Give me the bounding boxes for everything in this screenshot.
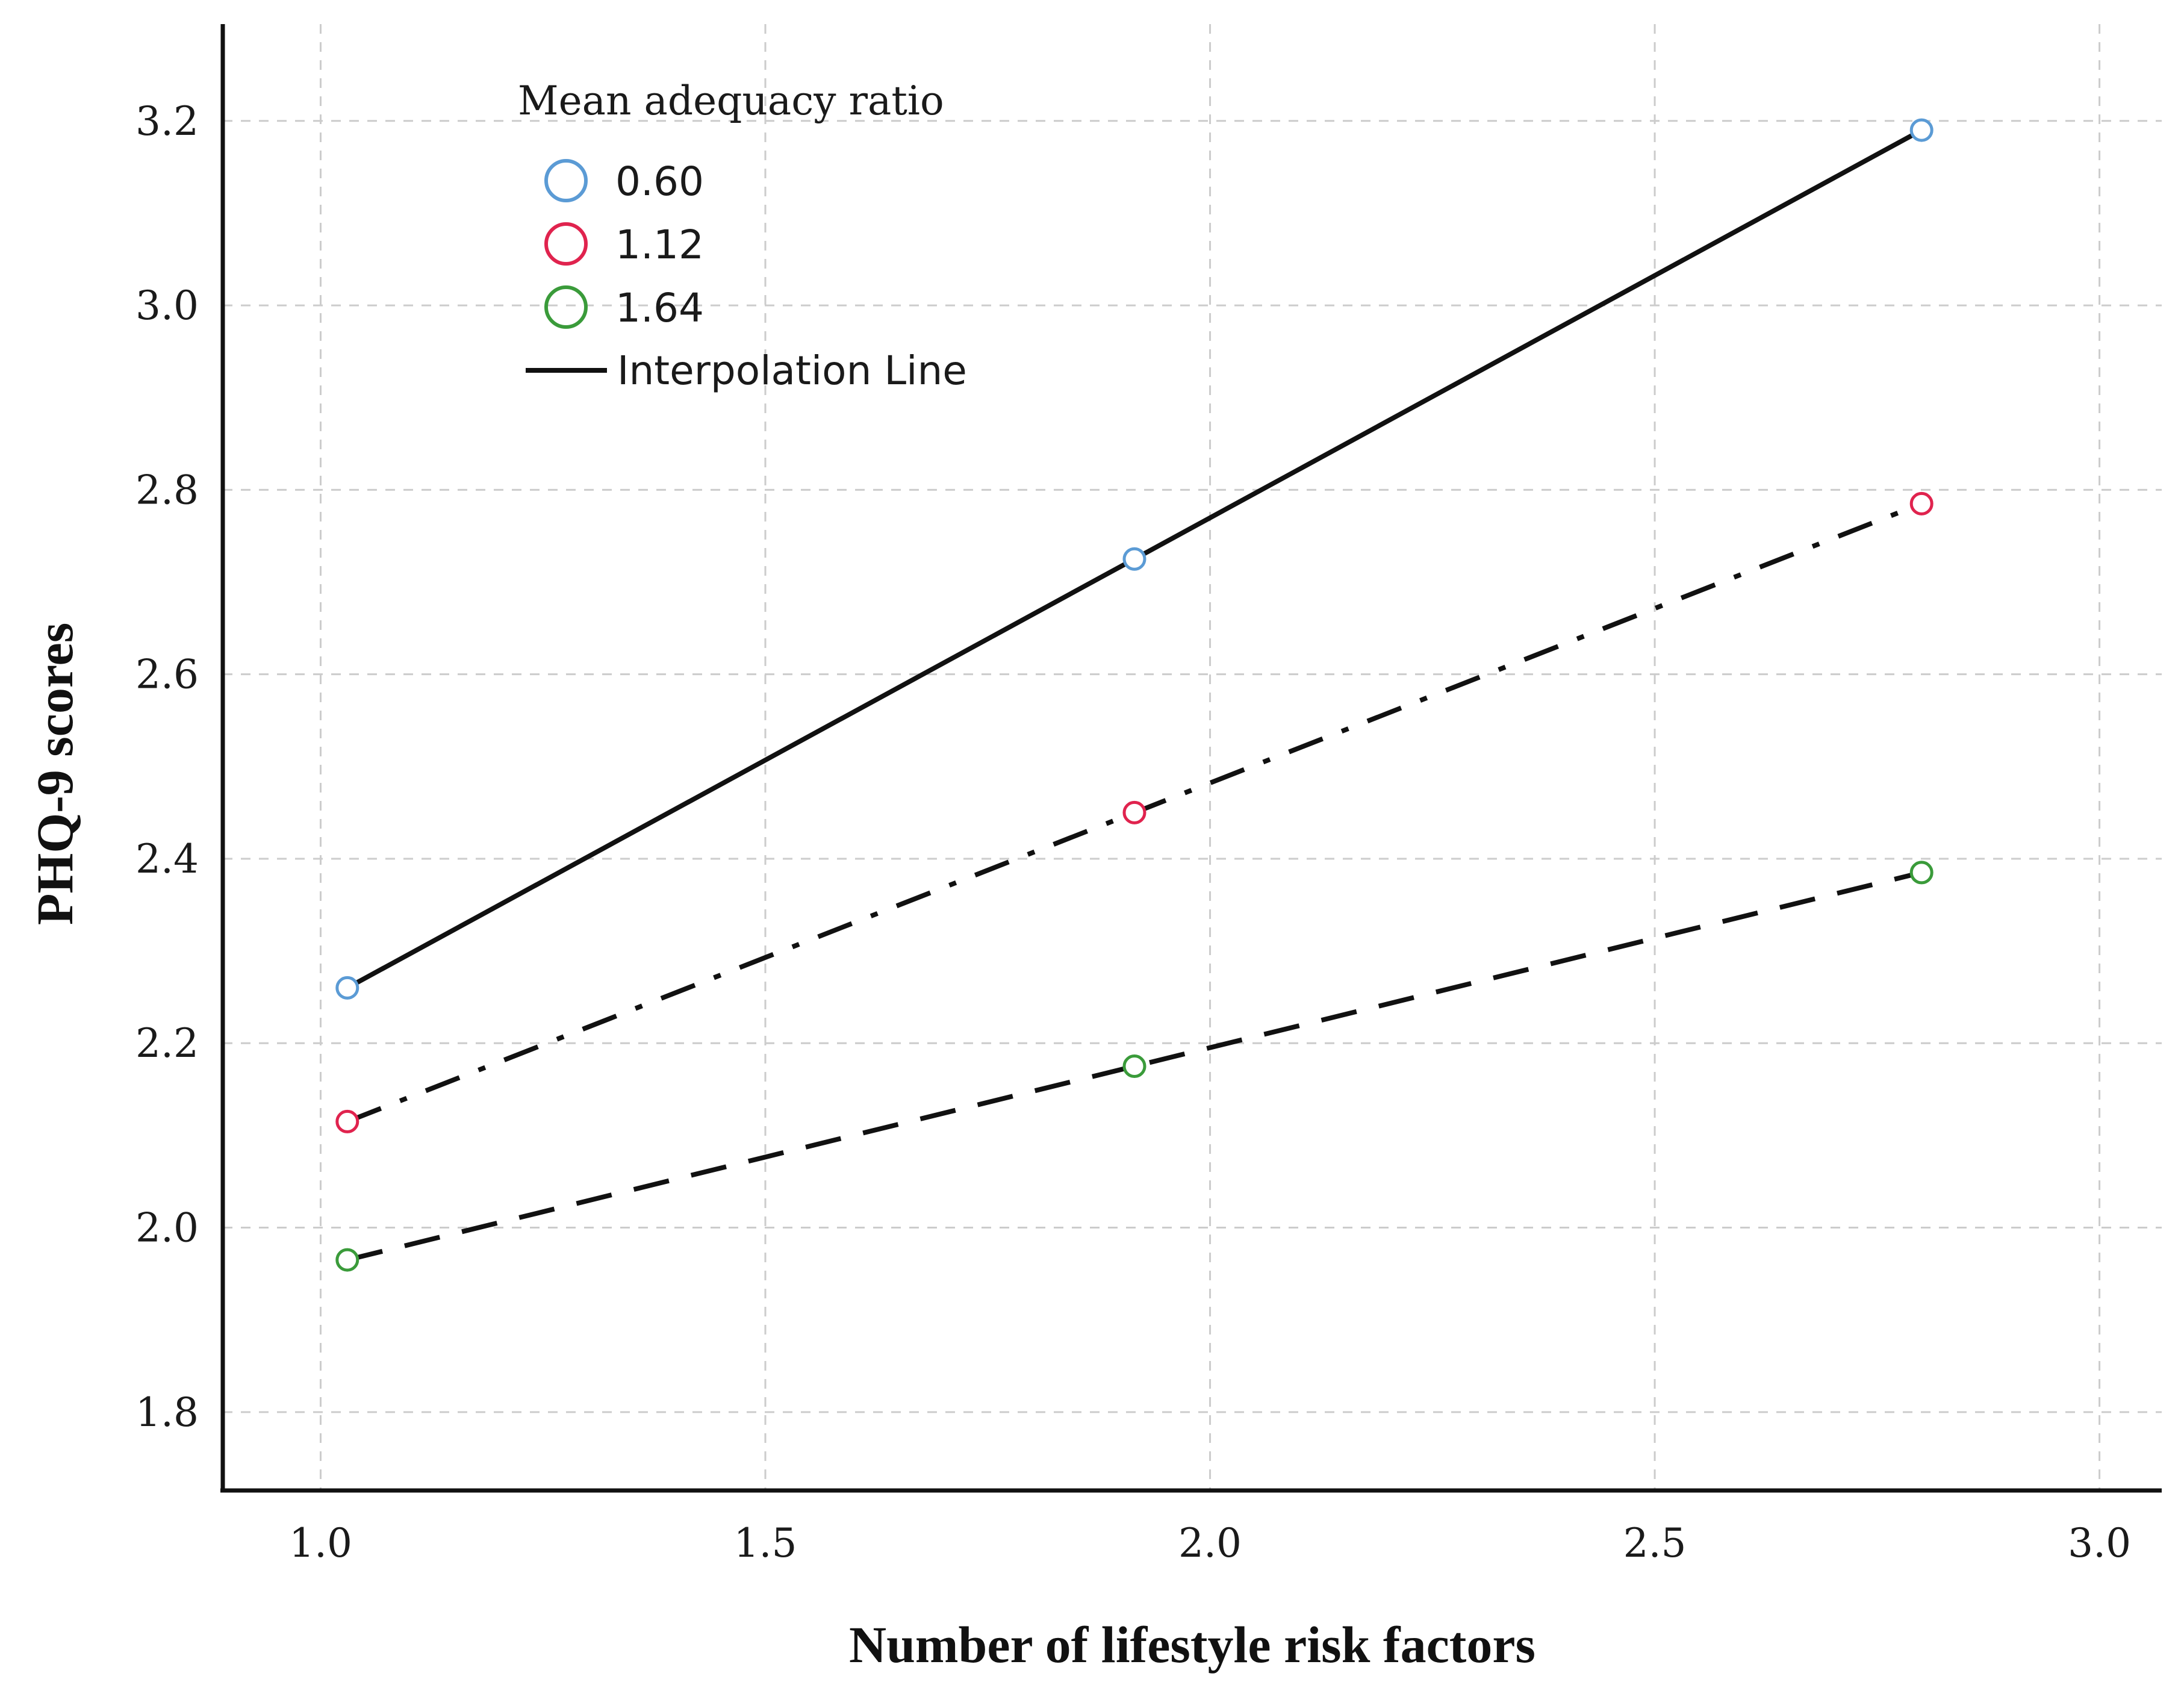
x-tick-label: 2.0 <box>1178 1520 1242 1566</box>
y-tick-label: 1.8 <box>135 1389 199 1436</box>
x-tick-label: 1.5 <box>734 1520 797 1566</box>
data-point-1.64 <box>1909 861 1934 885</box>
y-tick-label: 2.2 <box>135 1020 199 1067</box>
data-point-1.12 <box>1909 491 1934 515</box>
x-tick-label: 3.0 <box>2068 1520 2131 1566</box>
y-tick-label: 3.2 <box>135 98 199 145</box>
y-tick-label: 2.0 <box>135 1205 199 1251</box>
legend-label-0.60: 0.60 <box>615 158 704 205</box>
y-tick-label: 2.8 <box>135 467 199 513</box>
x-tick-label: 2.5 <box>1623 1520 1687 1566</box>
series-line-1.64 <box>346 870 1923 1263</box>
x-tick-labels: 1.0 1.5 2.0 2.5 3.0 <box>289 1520 2131 1566</box>
data-point-1.12 <box>1122 800 1146 824</box>
y-tick-label: 2.4 <box>135 836 199 882</box>
legend: Mean adequacy ratio 0.60 1.12 1.64 Interpo… <box>518 78 967 394</box>
legend-label-interpolation-line: Interpolation Line <box>617 347 967 394</box>
data-points <box>335 118 1934 1272</box>
x-tick-label: 1.0 <box>289 1520 352 1566</box>
axes <box>220 24 2162 1493</box>
data-point-0.60 <box>1909 118 1934 142</box>
y-tick-label: 3.0 <box>135 282 199 329</box>
legend-marker-1.64 <box>544 285 588 329</box>
legend-marker-1.12 <box>544 222 588 266</box>
data-point-1.64 <box>335 1248 359 1272</box>
data-point-0.60 <box>335 976 359 1000</box>
grid-lines <box>223 24 2162 1490</box>
data-point-1.12 <box>335 1109 359 1133</box>
legend-marker-0.60 <box>544 159 588 202</box>
data-point-1.64 <box>1122 1054 1146 1079</box>
legend-label-1.12: 1.12 <box>615 222 704 268</box>
data-point-0.60 <box>1122 547 1146 571</box>
legend-title: Mean adequacy ratio <box>518 78 944 124</box>
y-tick-labels: 1.8 2.0 2.2 2.4 2.6 2.8 3.0 3.2 <box>135 98 199 1436</box>
x-axis-title: Number of lifestyle risk factors <box>849 1616 1535 1674</box>
y-tick-label: 2.6 <box>135 652 199 698</box>
y-axis-title: PHQ-9 scores <box>26 623 84 925</box>
legend-label-1.64: 1.64 <box>615 285 704 331</box>
